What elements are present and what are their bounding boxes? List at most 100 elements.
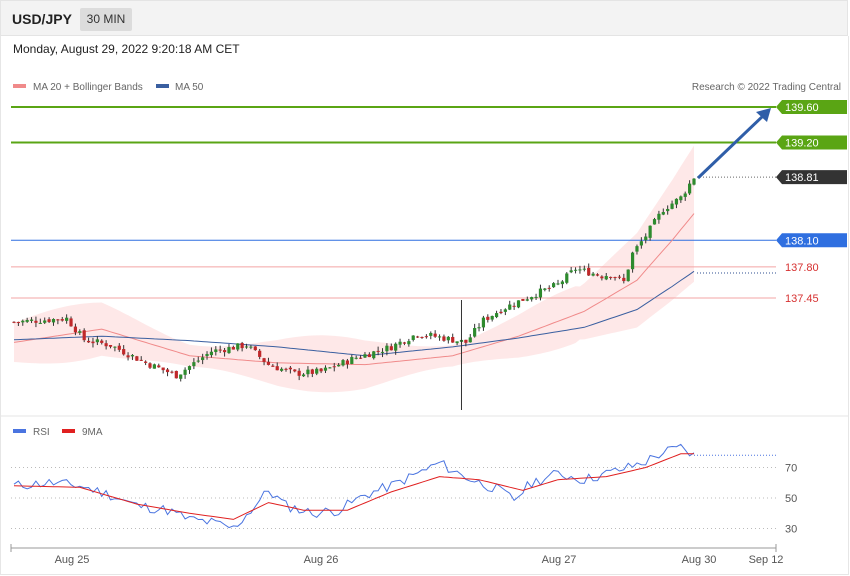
candle-body <box>205 353 209 357</box>
level-tag-139.20 <box>776 135 847 150</box>
candle <box>214 346 218 356</box>
candle <box>34 316 38 328</box>
candle <box>86 337 91 343</box>
candle-body <box>358 357 363 359</box>
candle-body <box>288 367 292 370</box>
candle-body <box>319 368 323 372</box>
candle <box>262 357 266 366</box>
candle-body <box>310 369 314 374</box>
candle-body <box>332 366 336 368</box>
candle <box>494 310 499 319</box>
candle <box>630 251 635 273</box>
candle <box>73 323 78 336</box>
candle <box>635 244 639 255</box>
level-label-138.81: 138.81 <box>785 172 819 184</box>
candle-body <box>578 269 582 271</box>
candle <box>218 345 222 353</box>
candle-body <box>372 351 376 359</box>
projection-arrow-head <box>756 108 771 122</box>
candle-body <box>323 367 328 371</box>
candle <box>503 308 507 316</box>
candle <box>468 333 472 343</box>
candle-body <box>652 219 657 225</box>
timeframe-button[interactable]: 30 MIN <box>80 8 132 31</box>
candle-body <box>284 368 288 370</box>
candle-body <box>657 213 661 220</box>
candle-body <box>240 342 244 349</box>
candle <box>464 339 468 347</box>
candle-body <box>560 281 564 285</box>
candle <box>29 317 34 324</box>
candle <box>600 275 604 281</box>
candle-body <box>433 333 437 337</box>
candle-body <box>315 368 319 374</box>
candle <box>648 225 652 241</box>
candle-body <box>451 336 455 343</box>
candle-body <box>538 288 543 298</box>
candle <box>227 344 231 354</box>
candle <box>525 296 529 302</box>
candle-body <box>512 305 516 307</box>
level-tag-139.60 <box>776 100 847 114</box>
rsi-tick-30: 30 <box>785 524 797 536</box>
candle <box>332 362 336 372</box>
candle <box>617 274 622 280</box>
candle <box>284 367 288 372</box>
candle-body <box>508 304 512 310</box>
candle-body <box>337 364 341 367</box>
candle <box>16 321 20 326</box>
candle-body <box>582 268 586 270</box>
candle-body <box>402 342 407 344</box>
candle <box>688 180 692 196</box>
candle <box>139 356 143 362</box>
candle-body <box>543 288 547 290</box>
candle-body <box>565 273 569 283</box>
candle <box>389 343 393 351</box>
candle <box>130 354 135 361</box>
candle-body <box>293 369 297 372</box>
candle-body <box>56 319 60 321</box>
candle <box>547 285 551 292</box>
candle <box>455 341 459 346</box>
candle-body <box>609 276 613 278</box>
candle <box>433 330 437 338</box>
candle <box>43 317 47 325</box>
candle-body <box>600 276 604 279</box>
candle-body <box>179 374 183 379</box>
candle-body <box>170 371 174 373</box>
legend-label-rsi: RSI <box>33 427 50 438</box>
candle-body <box>367 354 371 358</box>
candle <box>253 346 257 351</box>
candle-body <box>244 346 249 348</box>
candle <box>288 366 292 374</box>
candle <box>446 335 450 344</box>
candle <box>354 355 358 360</box>
candle <box>152 363 156 369</box>
candle <box>666 205 670 215</box>
candle-body <box>604 276 608 280</box>
candle-body <box>148 363 152 368</box>
candle-body <box>108 345 113 347</box>
candle-body <box>60 319 64 321</box>
candle <box>394 342 398 355</box>
candle-body <box>354 357 358 359</box>
candle-body <box>29 319 34 321</box>
candle <box>363 352 367 359</box>
candle <box>385 343 389 356</box>
candle-body <box>499 311 503 314</box>
candle-body <box>420 336 424 338</box>
candle-body <box>236 343 240 350</box>
candle <box>183 367 187 379</box>
candle-body <box>122 349 126 355</box>
x-tick-label: Sep 12 <box>749 554 784 566</box>
candle-body <box>661 212 665 215</box>
candle <box>144 360 148 366</box>
candle <box>530 296 534 302</box>
candle-body <box>218 349 222 351</box>
bollinger-band <box>14 145 694 393</box>
rsi-tick-70: 70 <box>785 463 797 475</box>
candle-body <box>411 335 415 340</box>
candle <box>126 352 130 361</box>
candle <box>271 363 275 367</box>
